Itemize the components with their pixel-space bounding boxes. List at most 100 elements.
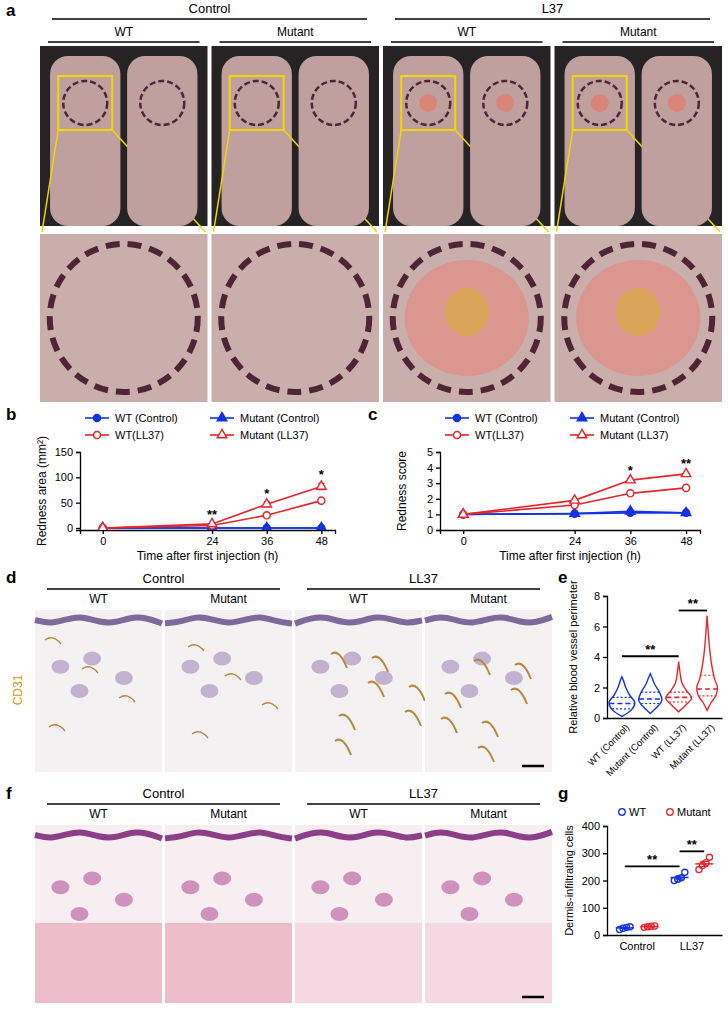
legend-marker: [217, 412, 227, 420]
tick-label: 1: [427, 508, 433, 520]
chart-b: b0243648050100150Time after first inject…: [6, 405, 336, 563]
y-axis: 0100200300400: [582, 820, 608, 941]
tick: 24: [206, 530, 218, 547]
marker: [570, 495, 580, 503]
tick-mark: [436, 483, 440, 484]
tick: 100: [55, 471, 80, 483]
group-label: Control: [143, 786, 185, 801]
vessel: [335, 740, 351, 755]
gland: [473, 652, 491, 666]
lesion: [576, 260, 700, 376]
error-bar: [676, 876, 684, 879]
gland: [311, 880, 329, 894]
median: [609, 703, 634, 705]
column-label: Mutant: [620, 25, 657, 39]
legend-marker: [667, 809, 674, 816]
tick-mark: [436, 530, 440, 531]
vessel: [405, 711, 421, 726]
gland: [51, 880, 69, 894]
tick-mark: [603, 718, 607, 719]
vessel: [445, 693, 461, 708]
vessel: [339, 715, 355, 730]
plot-area: [609, 616, 717, 717]
panel-label: c: [368, 405, 377, 424]
tick-label: 2: [594, 682, 600, 694]
stain-label: CD31: [11, 674, 25, 705]
photo-zoom: [212, 234, 380, 402]
tick-label: 100: [55, 471, 73, 483]
legend-label: WT (Control): [115, 412, 178, 424]
gland: [70, 907, 88, 921]
tick-mark: [76, 452, 80, 453]
lesion: [405, 260, 529, 376]
tick-label: 8: [594, 590, 600, 602]
tick: 400: [582, 820, 607, 832]
legend-label: Mutant (Control): [240, 412, 319, 424]
vessel: [119, 696, 135, 702]
tick: 50: [61, 497, 80, 509]
tick-label: 50: [61, 497, 73, 509]
skin-patch: [642, 56, 712, 226]
skin-patch: [222, 56, 292, 226]
tick-label: 5: [427, 446, 433, 458]
legend-marker: [577, 412, 587, 420]
epidermis: [295, 618, 422, 624]
epidermis: [425, 832, 552, 838]
gland: [245, 893, 263, 907]
marker: [627, 490, 634, 497]
marked-area: [235, 81, 279, 125]
point: [682, 869, 688, 875]
vessel: [515, 664, 531, 679]
quartile: [641, 692, 659, 693]
micrograph: [35, 610, 162, 772]
tick-mark: [603, 596, 607, 597]
x-axis: 0243648: [81, 530, 336, 547]
vessel: [372, 657, 388, 672]
lesion-core: [616, 288, 660, 336]
gland: [51, 660, 69, 674]
column-label: Mutant: [470, 592, 507, 606]
significance: *: [319, 467, 325, 482]
tick: 2: [427, 493, 440, 505]
column-line: [48, 41, 200, 43]
legend-label: Mutant (LL37): [240, 429, 308, 441]
quartile: [699, 695, 716, 696]
marker: [318, 497, 325, 504]
panel-f: fControlWTMutantLL37WTMutant: [6, 784, 552, 1003]
tick-mark: [603, 826, 607, 827]
series: [460, 484, 690, 518]
marker: [262, 522, 272, 530]
tick-mark: [686, 530, 687, 534]
tick-label: Control: [619, 940, 654, 952]
marker: [458, 509, 468, 517]
marked-area: [393, 244, 541, 392]
gland: [200, 684, 218, 698]
tick-mark: [603, 853, 607, 854]
tick: 48: [680, 530, 692, 547]
legend-marker: [453, 414, 460, 421]
y-axis-line: [603, 597, 608, 719]
tick-label: 0: [594, 929, 600, 941]
line: [103, 501, 322, 528]
gland: [473, 871, 491, 885]
gland: [115, 671, 133, 685]
y-axis-line: [603, 827, 608, 936]
lesion-core: [445, 288, 489, 336]
photo: [383, 46, 551, 226]
micrograph: [295, 825, 422, 1003]
tick-mark: [76, 528, 80, 529]
marker: [681, 507, 691, 515]
mean: [616, 927, 634, 929]
group-label: LL37: [409, 571, 438, 586]
epidermis: [295, 833, 422, 839]
tick-label: 24: [206, 535, 218, 547]
quartile: [612, 708, 632, 709]
tick-mark: [76, 477, 80, 478]
gland: [375, 893, 393, 907]
skin-patch: [565, 56, 635, 226]
column-label: Mutant: [470, 807, 507, 821]
mean: [671, 877, 689, 879]
marked-area: [221, 244, 369, 392]
legend: WT (Control)Mutant (Control)WT(LL37)Muta…: [445, 412, 679, 441]
point: [706, 854, 712, 860]
